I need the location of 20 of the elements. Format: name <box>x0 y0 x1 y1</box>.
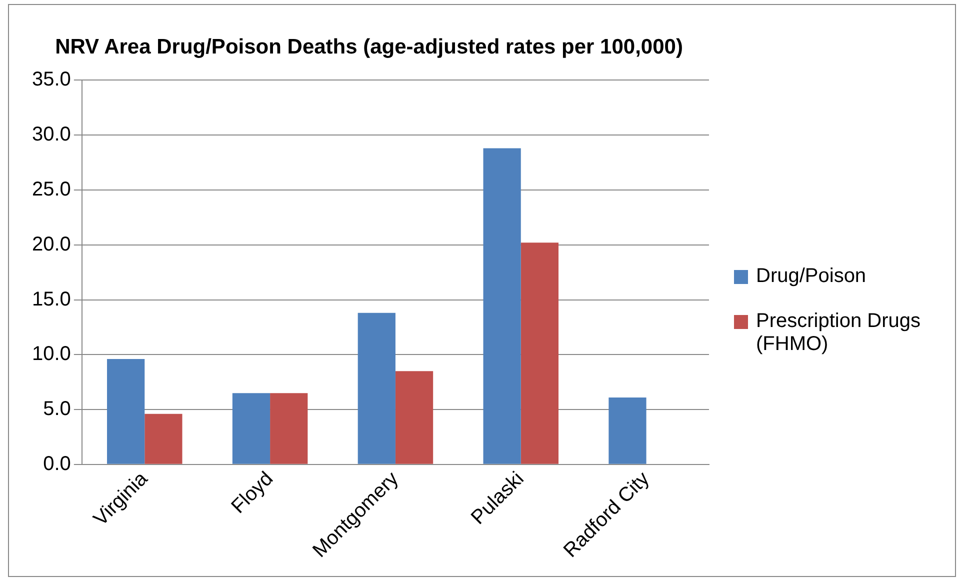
y-tick-label: 15.0 <box>32 288 71 310</box>
bar <box>270 393 308 464</box>
legend-label: Prescription Drugs (FHMO) <box>756 310 922 356</box>
bar <box>483 148 521 464</box>
bar <box>608 397 646 464</box>
y-tick-label: 30.0 <box>32 124 71 146</box>
y-tick-label: 20.0 <box>32 233 71 256</box>
y-tick-label: 0.0 <box>43 452 71 475</box>
bar <box>520 242 558 464</box>
y-tick-label: 35.0 <box>32 68 71 91</box>
bar <box>395 371 434 464</box>
bar <box>107 359 145 464</box>
bar <box>144 414 182 464</box>
legend-label: Drug/Poison <box>756 265 866 288</box>
y-tick-label: 10.0 <box>32 343 71 366</box>
bar <box>358 312 396 464</box>
chart-title: NRV Area Drug/Poison Deaths (age-adjusted rates per 100,000) <box>55 35 683 58</box>
y-tick-label: 5.0 <box>43 398 71 420</box>
bar <box>232 393 270 464</box>
y-tick-label: 25.0 <box>32 178 71 200</box>
